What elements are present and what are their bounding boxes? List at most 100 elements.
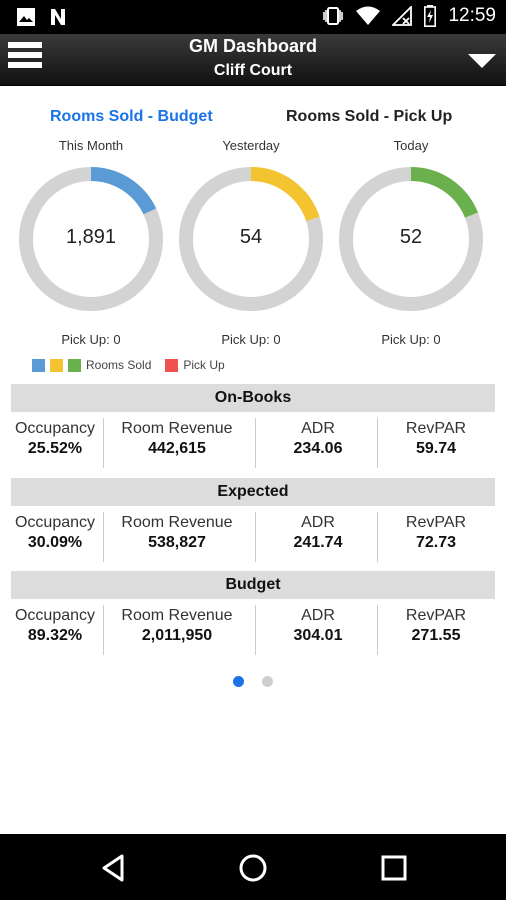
divider (377, 605, 378, 655)
gauge-yesterday: Yesterday 54 Pick Up: 0 (176, 138, 326, 347)
gauge-today: Today 52 Pick Up: 0 (336, 138, 486, 347)
metric-revpar: RevPAR 72.73 (381, 514, 491, 552)
home-circle-icon (239, 854, 267, 882)
divider (255, 512, 256, 562)
metric-label: Room Revenue (121, 514, 233, 531)
page-dot-2[interactable] (262, 676, 273, 687)
metric-label: RevPAR (405, 607, 467, 624)
dashboard-content: Rooms Sold - Budget Rooms Sold - Pick Up… (0, 86, 506, 834)
section-on-books: On-Books Occupancy 25.52% Room Revenue 4… (11, 384, 495, 474)
metric-label: RevPAR (405, 420, 467, 437)
hamburger-bar (8, 62, 42, 68)
metric-value: 25.52% (27, 440, 83, 457)
triangle-down-icon (468, 54, 496, 68)
donut-segment (250, 167, 320, 222)
section-title: On-Books (11, 384, 495, 412)
metric-occupancy: Occupancy 25.52% (11, 420, 99, 458)
recents-square-icon (381, 855, 407, 881)
donut-chart: 54 (178, 166, 324, 312)
metric-value: 234.06 (293, 440, 343, 457)
chart-legend: Rooms Sold Pick Up (32, 358, 225, 372)
divider (103, 418, 104, 468)
metric-value: 72.73 (415, 534, 457, 551)
page-indicator (0, 676, 506, 687)
legend-pickup-label: Pick Up (183, 358, 225, 372)
gauge-pickup: Pick Up: 0 (61, 332, 121, 347)
hamburger-icon (8, 42, 42, 48)
metrics-row: Occupancy 25.52% Room Revenue 442,615 AD… (11, 412, 495, 474)
metric-revpar: RevPAR 271.55 (381, 607, 491, 645)
page-dot-1[interactable] (233, 676, 244, 687)
vibrate-icon (322, 6, 344, 26)
metric-occupancy: Occupancy 30.09% (11, 514, 99, 552)
metric-label: Room Revenue (121, 420, 233, 437)
metrics-row: Occupancy 30.09% Room Revenue 538,827 AD… (11, 506, 495, 568)
hamburger-bar (8, 52, 42, 58)
metric-label: ADR (301, 420, 335, 437)
gauge-pickup: Pick Up: 0 (221, 332, 281, 347)
gauge-pickup: Pick Up: 0 (381, 332, 441, 347)
gauge-value: 54 (239, 226, 263, 248)
metric-value: 30.09% (27, 534, 83, 551)
gauge-period-label: Today (393, 138, 429, 153)
signal-off-icon (392, 6, 413, 26)
back-triangle-icon (102, 854, 124, 882)
donut-ring (339, 167, 483, 311)
metric-adr: ADR 241.74 (259, 514, 377, 552)
metric-adr: ADR 304.01 (259, 607, 377, 645)
section-title: Budget (11, 571, 495, 599)
divider (255, 605, 256, 655)
donut-ring (19, 167, 163, 311)
section-title: Expected (11, 478, 495, 506)
metric-room-revenue: Room Revenue 538,827 (107, 514, 247, 552)
hotel-dropdown-button[interactable] (468, 52, 496, 70)
divider (103, 512, 104, 562)
home-button[interactable] (237, 852, 269, 884)
metric-label: Occupancy (14, 514, 96, 531)
metric-label: Occupancy (14, 420, 96, 437)
legend-swatch-green (68, 358, 81, 372)
app-bar: GM Dashboard Cliff Court (0, 34, 506, 86)
gauge-value: 52 (399, 226, 423, 248)
metric-room-revenue: Room Revenue 442,615 (107, 420, 247, 458)
gauge-period-label: This Month (58, 138, 124, 153)
recents-button[interactable] (378, 852, 410, 884)
donut-chart: 1,891 (18, 166, 164, 312)
metric-room-revenue: Room Revenue 2,011,950 (107, 607, 247, 645)
donut-segment (410, 167, 478, 218)
metric-value: 538,827 (148, 534, 206, 551)
system-nav-bar (0, 834, 506, 900)
metric-label: RevPAR (405, 514, 467, 531)
metric-adr: ADR 234.06 (259, 420, 377, 458)
battery-charging-icon (424, 5, 437, 27)
clock: 12:59 (448, 5, 496, 26)
legend-swatch-blue (32, 358, 45, 372)
back-button[interactable] (98, 852, 130, 884)
gauge-value: 1,891 (65, 226, 117, 248)
tab-rooms-sold-budget[interactable]: Rooms Sold - Budget (50, 108, 213, 125)
divider (377, 512, 378, 562)
metric-revpar: RevPAR 59.74 (381, 420, 491, 458)
legend-swatch-yellow (50, 358, 63, 372)
divider (103, 605, 104, 655)
metric-label: ADR (301, 607, 335, 624)
gauge-period-label: Yesterday (222, 138, 280, 153)
metric-label: Room Revenue (121, 607, 233, 624)
wifi-icon (356, 6, 381, 26)
tab-rooms-sold-pickup[interactable]: Rooms Sold - Pick Up (286, 108, 453, 125)
metrics-row: Occupancy 89.32% Room Revenue 2,011,950 … (11, 599, 495, 661)
rooms-sold-tabs: Rooms Sold - Budget Rooms Sold - Pick Up (0, 108, 506, 132)
divider (255, 418, 256, 468)
n-app-icon (48, 7, 68, 27)
metric-value: 241.74 (293, 534, 343, 551)
menu-button[interactable] (8, 42, 42, 76)
metric-label: Occupancy (14, 607, 96, 624)
gauge-this-month: This Month 1,891 Pick Up: 0 (16, 138, 166, 347)
divider (377, 418, 378, 468)
section-expected: Expected Occupancy 30.09% Room Revenue 5… (11, 478, 495, 568)
legend-swatch-red (165, 358, 179, 372)
metric-value: 2,011,950 (141, 627, 213, 644)
metric-label: ADR (301, 514, 335, 531)
hotel-name: Cliff Court (213, 62, 293, 79)
metric-value: 271.55 (411, 627, 461, 644)
